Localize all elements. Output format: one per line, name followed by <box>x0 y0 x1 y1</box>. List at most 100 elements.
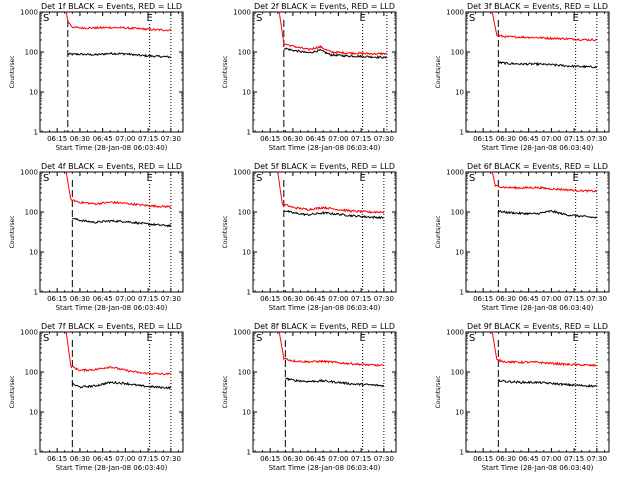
x-tick-label: 07:15 <box>351 135 371 143</box>
x-axis-label: Start Time (28-Jan-08 06:03:40) <box>269 144 381 152</box>
lld-series-line <box>491 332 598 368</box>
end-marker-label: E <box>572 173 578 184</box>
start-marker-label: S <box>256 333 262 344</box>
x-tick-label: 06:15 <box>260 135 280 143</box>
x-tick-label: 07:30 <box>374 295 394 303</box>
x-tick-label: 07:15 <box>351 455 371 463</box>
x-tick-label: 06:30 <box>70 295 90 303</box>
y-tick-label: 1000 <box>20 329 38 337</box>
end-marker-label: E <box>359 173 365 184</box>
plot-frame <box>252 171 397 293</box>
lld-series-line <box>65 12 172 32</box>
x-tick-label: 07:30 <box>161 295 181 303</box>
x-tick-label: 06:15 <box>260 455 280 463</box>
start-marker-label: S <box>43 13 49 24</box>
y-tick-label: 1000 <box>233 169 251 177</box>
y-tick-label: 1 <box>34 129 38 137</box>
y-tick-label: 100 <box>451 49 464 57</box>
plot-frame <box>465 171 610 293</box>
start-marker-label: S <box>256 13 262 24</box>
y-tick-label: 1000 <box>233 9 251 17</box>
y-tick-label: 100 <box>25 209 38 217</box>
end-marker-label: E <box>572 333 578 344</box>
chart-panel-7: Det 7f BLACK = Events, RED = LLD Start Ti… <box>9 322 184 472</box>
x-tick-label: 07:15 <box>564 455 584 463</box>
x-tick-label: 07:30 <box>587 455 607 463</box>
events-series-line <box>71 217 172 228</box>
y-tick-label: 10 <box>455 409 464 417</box>
x-axis-label: Start Time (28-Jan-08 06:03:40) <box>482 144 594 152</box>
chart-panel-5: Det 5f BLACK = Events, RED = LLD Start Ti… <box>222 162 397 312</box>
end-marker-label: E <box>146 13 152 24</box>
x-tick-label: 06:30 <box>496 295 516 303</box>
x-tick-label: 06:45 <box>93 295 113 303</box>
chart-title: Det 2f BLACK = Events, RED = LLD <box>254 2 395 11</box>
chart-title: Det 6f BLACK = Events, RED = LLD <box>467 162 608 171</box>
y-tick-label: 1 <box>34 289 38 297</box>
plot-frame <box>39 171 184 293</box>
x-axis-label: Start Time (28-Jan-08 06:03:40) <box>482 464 594 472</box>
start-marker-label: S <box>256 173 262 184</box>
y-tick-label: 100 <box>238 49 251 57</box>
events-series-line <box>283 47 388 59</box>
chart-panel-9: Det 9f BLACK = Events, RED = LLD Start Ti… <box>435 322 610 472</box>
x-tick-label: 07:15 <box>138 455 158 463</box>
x-tick-label: 06:45 <box>93 455 113 463</box>
start-marker-label: S <box>469 13 475 24</box>
chart-title: Det 4f BLACK = Events, RED = LLD <box>41 162 182 171</box>
y-tick-label: 100 <box>451 209 464 217</box>
x-tick-label: 06:45 <box>306 295 326 303</box>
y-axis-label: Counts/sec <box>9 55 16 88</box>
lld-series-line <box>65 332 172 376</box>
x-tick-label: 06:45 <box>519 295 539 303</box>
end-marker-label: E <box>146 333 152 344</box>
x-tick-label: 07:00 <box>328 135 348 143</box>
end-marker-label: E <box>572 13 578 24</box>
y-axis-label: Counts/sec <box>435 55 442 88</box>
x-tick-label: 06:45 <box>519 135 539 143</box>
start-marker-label: S <box>469 173 475 184</box>
y-tick-label: 1000 <box>20 9 38 17</box>
lld-series-line <box>491 12 598 42</box>
x-tick-label: 06:15 <box>47 455 67 463</box>
y-axis-label: Counts/sec <box>9 375 16 408</box>
x-tick-label: 06:30 <box>496 135 516 143</box>
y-tick-label: 100 <box>25 369 38 377</box>
x-tick-label: 06:30 <box>70 455 90 463</box>
x-axis-label: Start Time (28-Jan-08 06:03:40) <box>269 304 381 312</box>
y-axis-label: Counts/sec <box>435 215 442 248</box>
events-series-line <box>497 61 598 69</box>
y-tick-label: 1 <box>460 129 464 137</box>
x-tick-label: 06:15 <box>260 295 280 303</box>
x-tick-label: 06:30 <box>283 455 303 463</box>
y-tick-label: 1 <box>34 449 38 457</box>
y-tick-label: 1 <box>247 129 251 137</box>
x-tick-label: 06:30 <box>283 295 303 303</box>
x-tick-label: 07:15 <box>138 295 158 303</box>
y-tick-label: 1000 <box>233 329 251 337</box>
y-tick-label: 1000 <box>446 329 464 337</box>
x-tick-label: 06:15 <box>473 135 493 143</box>
x-tick-label: 07:30 <box>374 455 394 463</box>
x-tick-label: 07:00 <box>541 455 561 463</box>
plot-frame <box>252 331 397 453</box>
y-tick-label: 1000 <box>446 169 464 177</box>
plot-frame <box>252 11 397 133</box>
x-tick-label: 06:15 <box>47 295 67 303</box>
events-series-line <box>498 209 598 219</box>
end-marker-label: E <box>359 13 365 24</box>
chart-title: Det 1f BLACK = Events, RED = LLD <box>41 2 182 11</box>
start-marker-label: S <box>43 173 49 184</box>
y-tick-label: 1000 <box>446 9 464 17</box>
x-tick-label: 06:30 <box>496 455 516 463</box>
x-tick-label: 07:00 <box>328 455 348 463</box>
x-tick-label: 06:45 <box>306 135 326 143</box>
x-tick-label: 06:30 <box>283 135 303 143</box>
x-tick-label: 06:30 <box>70 135 90 143</box>
end-marker-label: E <box>359 333 365 344</box>
x-tick-label: 07:00 <box>115 455 135 463</box>
start-marker-label: S <box>43 333 49 344</box>
chart-title: Det 8f BLACK = Events, RED = LLD <box>254 322 395 331</box>
lld-series-line <box>277 172 385 214</box>
x-tick-label: 06:45 <box>519 455 539 463</box>
